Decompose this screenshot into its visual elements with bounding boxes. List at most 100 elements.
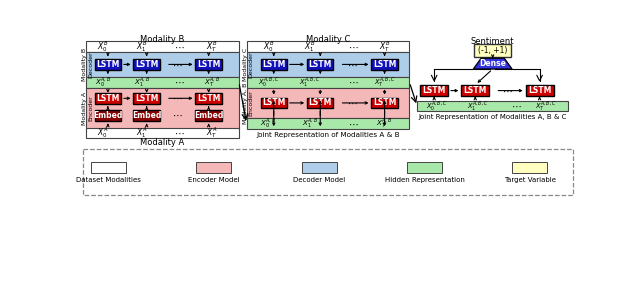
Bar <box>420 85 448 96</box>
Bar <box>371 59 397 70</box>
Bar <box>371 98 397 108</box>
Text: Modality A: Modality A <box>140 139 185 147</box>
Bar <box>260 59 287 70</box>
Text: Modality B
Decoder: Modality B Decoder <box>82 48 93 81</box>
Text: $X_0^B$: $X_0^B$ <box>262 39 274 54</box>
Text: LSTM: LSTM <box>262 60 285 69</box>
Text: Joint Representation of Modalities A, B & C: Joint Representation of Modalities A, B … <box>419 114 567 120</box>
Text: Embed: Embed <box>93 111 123 120</box>
Text: LSTM: LSTM <box>422 86 446 95</box>
Bar <box>86 127 239 138</box>
Bar <box>246 118 410 129</box>
Text: $X_0^{A,B}$: $X_0^{A,B}$ <box>95 75 111 89</box>
Text: $X_0^{A,B,C}$: $X_0^{A,B,C}$ <box>257 75 279 89</box>
Text: $X_1^{A,B}$: $X_1^{A,B}$ <box>302 117 319 130</box>
Bar <box>83 149 573 195</box>
Text: LSTM: LSTM <box>308 60 332 69</box>
Text: $\cdots$: $\cdots$ <box>502 86 513 96</box>
Text: $\cdots$: $\cdots$ <box>348 42 359 52</box>
Bar <box>407 162 442 173</box>
Text: $X_1^B$: $X_1^B$ <box>305 39 316 54</box>
Bar <box>95 93 121 104</box>
Text: $X_T^A$: $X_T^A$ <box>206 125 218 140</box>
Text: $X_0^B$: $X_0^B$ <box>97 39 109 54</box>
Bar <box>307 59 333 70</box>
Bar <box>196 162 231 173</box>
Text: LSTM: LSTM <box>197 94 220 103</box>
Text: $\cdots$: $\cdots$ <box>347 59 358 69</box>
Text: $\cdots$: $\cdots$ <box>174 77 184 87</box>
Bar <box>91 162 125 173</box>
Bar <box>134 110 160 121</box>
Bar <box>525 85 554 96</box>
Text: Modality C
Decoder: Modality C Decoder <box>243 48 254 81</box>
Bar <box>86 88 239 129</box>
Bar <box>95 110 121 121</box>
Bar <box>246 77 410 88</box>
Text: $X_0^{A,B,C}$: $X_0^{A,B,C}$ <box>426 99 447 113</box>
Text: $X_T^B$: $X_T^B$ <box>379 39 390 54</box>
Text: $X_1^B$: $X_1^B$ <box>136 39 148 54</box>
Text: $\cdots$: $\cdots$ <box>172 93 183 103</box>
Polygon shape <box>474 58 512 69</box>
Text: Encoder Model: Encoder Model <box>188 177 239 183</box>
Bar <box>195 59 222 70</box>
Text: LSTM: LSTM <box>96 60 120 69</box>
Text: LSTM: LSTM <box>373 98 396 108</box>
Text: $\cdots$: $\cdots$ <box>172 59 183 69</box>
Text: Dataset Modalities: Dataset Modalities <box>76 177 141 183</box>
Text: LSTM: LSTM <box>463 86 487 95</box>
Text: Modality A
Encoder: Modality A Encoder <box>82 92 93 125</box>
Text: $X_1^{A,B}$: $X_1^{A,B}$ <box>134 75 150 89</box>
Text: (-1, +1): (-1, +1) <box>478 46 508 55</box>
Text: $X_0^A$: $X_0^A$ <box>97 125 109 140</box>
Bar <box>260 98 287 108</box>
Bar <box>474 45 511 57</box>
Text: Sentiment: Sentiment <box>471 37 515 46</box>
Bar <box>307 98 333 108</box>
Text: $\cdots$: $\cdots$ <box>174 42 184 52</box>
Text: Hidden Representation: Hidden Representation <box>385 177 465 183</box>
Text: $\cdots$: $\cdots$ <box>348 77 359 87</box>
Bar <box>195 93 222 104</box>
Text: LSTM: LSTM <box>373 60 396 69</box>
Text: Modality C: Modality C <box>306 35 350 43</box>
Text: $\cdots$: $\cdots$ <box>174 128 184 138</box>
Text: Modality B: Modality B <box>140 35 185 43</box>
Text: Decoder Model: Decoder Model <box>293 177 345 183</box>
Text: Embed: Embed <box>194 111 223 120</box>
Bar <box>195 110 222 121</box>
Text: LSTM: LSTM <box>135 60 158 69</box>
Bar <box>513 162 547 173</box>
Text: $X_1^{A,B,C}$: $X_1^{A,B,C}$ <box>300 75 321 89</box>
Text: LSTM: LSTM <box>135 94 158 103</box>
Bar <box>246 41 410 52</box>
Text: $\cdots$: $\cdots$ <box>348 119 359 129</box>
Text: Target Variable: Target Variable <box>504 177 556 183</box>
Text: $X_T^{A,B,C}$: $X_T^{A,B,C}$ <box>535 99 557 113</box>
Bar <box>246 52 410 77</box>
Text: Embed: Embed <box>132 111 161 120</box>
Text: $\cdots$: $\cdots$ <box>347 98 358 108</box>
Bar <box>95 59 121 70</box>
Text: LSTM: LSTM <box>96 94 120 103</box>
Text: Modality A, B
Encoder: Modality A, B Encoder <box>243 82 254 124</box>
Bar <box>461 85 489 96</box>
Text: $X_0^{A,B}$: $X_0^{A,B}$ <box>260 117 276 130</box>
Bar <box>246 88 410 118</box>
Text: LSTM: LSTM <box>197 60 220 69</box>
Text: LSTM: LSTM <box>308 98 332 108</box>
Bar <box>86 52 239 77</box>
Bar <box>134 93 160 104</box>
Text: $X_T^{A,B,C}$: $X_T^{A,B,C}$ <box>374 75 396 89</box>
Text: LSTM: LSTM <box>528 86 551 95</box>
Bar <box>301 162 337 173</box>
Bar <box>86 41 239 52</box>
Text: $X_T^{A,B}$: $X_T^{A,B}$ <box>204 75 220 89</box>
Text: $X_1^A$: $X_1^A$ <box>136 125 148 140</box>
Text: $\cdots$: $\cdots$ <box>511 101 522 111</box>
Text: $X_T^B$: $X_T^B$ <box>206 39 218 54</box>
Text: LSTM: LSTM <box>262 98 285 108</box>
Bar <box>417 100 568 111</box>
Bar <box>134 59 160 70</box>
